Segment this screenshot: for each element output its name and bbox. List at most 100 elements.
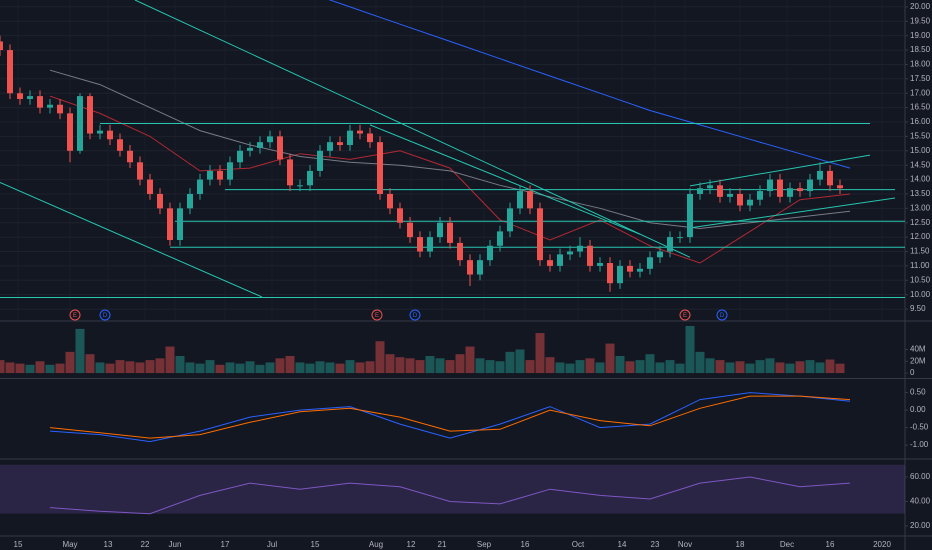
volume-bar — [765, 358, 775, 374]
y-tick-label: 14.50 — [910, 160, 931, 169]
x-tick-label: Nov — [678, 540, 692, 549]
x-tick-label: 17 — [221, 540, 230, 549]
volume-bar — [25, 364, 35, 374]
candle-body — [487, 245, 493, 261]
candle-body — [477, 260, 483, 275]
candle-body — [667, 237, 673, 252]
volume-bar — [265, 362, 275, 374]
volume-bar — [275, 358, 285, 374]
candle-body — [587, 245, 593, 266]
candle-body — [817, 170, 823, 180]
y-tick-label: 9.50 — [910, 304, 926, 313]
y-tick-label: 12.50 — [910, 218, 931, 227]
volume-panel — [0, 325, 845, 374]
y-tick-label: -0.50 — [910, 423, 929, 432]
rsi-panel — [0, 464, 905, 515]
y-tick-label: 0 — [910, 368, 915, 377]
event-marker — [69, 309, 81, 321]
event-label: E — [375, 313, 379, 319]
volume-bar — [115, 360, 125, 374]
y-tick-label: 40M — [910, 345, 926, 354]
volume-bar — [245, 361, 255, 374]
candle-body — [307, 170, 313, 186]
x-tick-label: 18 — [736, 540, 745, 549]
volume-bar — [725, 362, 735, 374]
volume-bar — [345, 360, 355, 374]
candle-body — [827, 170, 833, 186]
trendline — [134, 0, 691, 258]
candle-body — [797, 188, 803, 192]
candle-body — [637, 268, 643, 272]
y-tick-label: 16.00 — [910, 117, 931, 126]
axes: 20.00 19.50 19.00 18.50 18.00 17.50 17.00 16.50… — [14, 2, 931, 549]
volume-bar — [635, 360, 645, 374]
volume-bar — [385, 354, 395, 374]
candle-body — [277, 136, 283, 160]
candle-body — [627, 265, 633, 272]
y-tick-label: 20M — [910, 356, 926, 365]
x-tick-label: 14 — [618, 540, 627, 549]
y-tick-label: 11.00 — [910, 261, 930, 270]
candle-body — [357, 130, 363, 134]
candle-body — [467, 260, 473, 275]
volume-bar — [805, 360, 815, 374]
y-tick-label: 12.00 — [910, 232, 931, 241]
event-label: D — [413, 313, 418, 319]
candle-body — [727, 193, 733, 197]
candle-body — [407, 222, 413, 238]
volume-bar — [185, 362, 195, 374]
volume-bar — [545, 357, 555, 374]
candle-body — [107, 130, 113, 140]
x-tick-label: 12 — [407, 540, 416, 549]
trendline — [0, 181, 263, 298]
y-tick-label: 19.50 — [910, 16, 931, 25]
x-tick-label: Dec — [780, 540, 794, 549]
event-label: E — [73, 313, 77, 319]
volume-bar — [165, 346, 175, 374]
y-tick-label: 15.00 — [910, 146, 931, 155]
volume-bar — [625, 361, 635, 374]
volume-bar — [675, 363, 685, 374]
event-label: E — [683, 313, 687, 319]
candle-body — [327, 142, 333, 151]
candle-body — [17, 93, 23, 99]
candle-body — [37, 96, 43, 108]
volume-bar — [815, 362, 825, 374]
x-tick-label: 21 — [438, 540, 447, 549]
y-tick-label: 0.00 — [910, 405, 926, 414]
x-tick-label: 16 — [521, 540, 530, 549]
candle-body — [397, 208, 403, 223]
volume-bar — [375, 341, 385, 374]
volume-bar — [655, 362, 665, 374]
volume-bar — [325, 362, 335, 374]
candle-body — [597, 263, 603, 266]
volume-bar — [445, 360, 455, 374]
candle-body — [497, 231, 503, 246]
candle-body — [777, 179, 783, 197]
volume-bar — [425, 355, 435, 374]
volume-bar — [65, 351, 75, 374]
event-marker — [99, 309, 111, 321]
volume-bar — [85, 354, 95, 374]
volume-bar — [755, 360, 765, 374]
volume-bar — [685, 325, 695, 374]
x-tick-label: 15 — [311, 540, 320, 549]
y-tick-label: 17.50 — [910, 74, 931, 83]
volume-bar — [335, 363, 345, 374]
y-tick-label: 60.00 — [910, 472, 931, 481]
x-tick-label: 16 — [826, 540, 835, 549]
volume-bar — [505, 351, 515, 374]
volume-bar — [705, 358, 715, 374]
candle-body — [0, 41, 3, 51]
candle-body — [657, 251, 663, 258]
candle-body — [147, 179, 153, 194]
y-tick-label: 18.50 — [910, 45, 931, 54]
volume-bar — [695, 351, 705, 374]
candle-body — [427, 237, 433, 252]
volume-bar — [525, 360, 535, 374]
candle-body — [837, 185, 843, 189]
volume-bar — [75, 328, 85, 374]
volume-bar — [645, 354, 655, 374]
y-tick-label: 20.00 — [910, 2, 931, 11]
